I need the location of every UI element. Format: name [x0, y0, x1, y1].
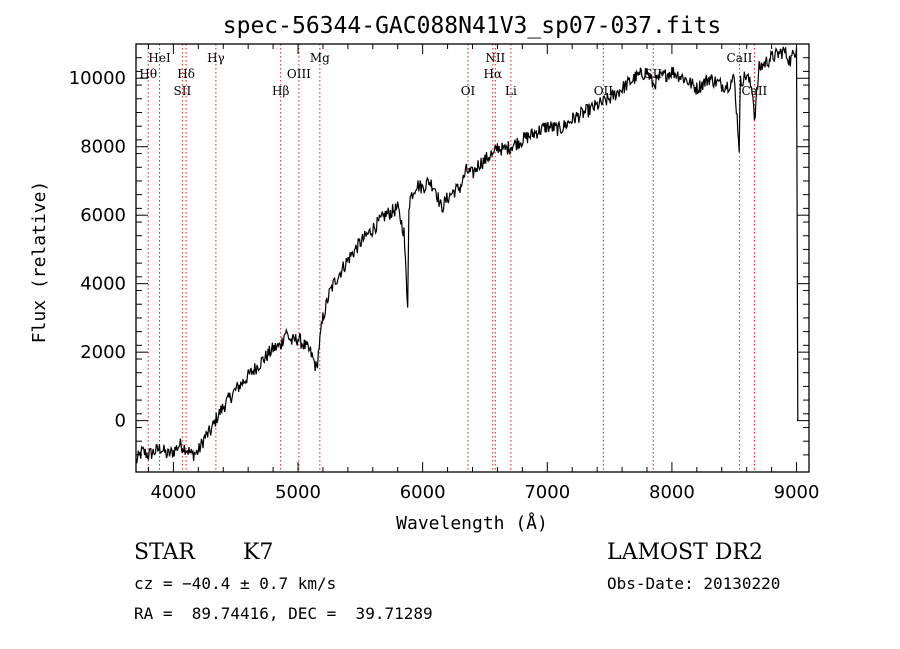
- object-class: STAR: [134, 540, 195, 565]
- spectral-line-label: Mg: [310, 51, 330, 65]
- x-tick-label: 4000: [150, 482, 196, 503]
- spectral-line-label: Hβ: [272, 84, 289, 98]
- spectrum-series-line: [135, 46, 799, 464]
- x-axis-label: Wavelength (Å): [396, 512, 548, 534]
- spectral-line-label: OI: [461, 84, 476, 98]
- y-tick-label: 4000: [80, 274, 126, 295]
- spectral-line-label: OIII: [287, 67, 311, 81]
- y-tick-label: 10000: [69, 68, 126, 89]
- y-tick-label: 2000: [80, 342, 126, 363]
- spectral-line-label: NII: [485, 51, 505, 65]
- spectral-line-label: Hδ: [177, 67, 195, 81]
- spectral-line-label: SII: [174, 84, 192, 98]
- y-tick-label: 8000: [80, 137, 126, 158]
- spectral-line-label: CaII: [741, 84, 767, 98]
- x-tick-label: 8000: [649, 482, 695, 503]
- observation-date: Obs-Date: 20130220: [607, 574, 781, 593]
- spectral-line-label: Li: [505, 84, 517, 98]
- y-axis-label: Flux (relative): [29, 181, 50, 344]
- sky-coordinates: RA = 89.74416, DEC = 39.71289: [134, 604, 433, 623]
- redshift-velocity: cz = −40.4 ± 0.7 km/s: [134, 574, 337, 593]
- spectral-line-label: Hα: [484, 67, 503, 81]
- x-tick-label: 5000: [275, 482, 321, 503]
- spectral-line-label: OII: [594, 84, 614, 98]
- x-tick-label: 7000: [524, 482, 570, 503]
- y-tick-label: 0: [115, 411, 126, 432]
- spectral-line-label: Hγ: [207, 51, 225, 65]
- survey-name: LAMOST DR2: [607, 540, 763, 565]
- spectral-line-label: CaII: [727, 51, 753, 65]
- spectral-line-label: Hθ: [139, 67, 157, 81]
- plot-frame: [135, 43, 810, 473]
- y-tick-label: 6000: [80, 205, 126, 226]
- object-subclass: K7: [243, 540, 274, 565]
- x-tick-label: 9000: [774, 482, 820, 503]
- x-tick-label: 6000: [400, 482, 446, 503]
- chart-title: spec-56344-GAC088N41V3_sp07-037.fits: [223, 13, 722, 39]
- spectral-line-label: HeI: [148, 51, 171, 65]
- axis-ticks: 4000 5000 6000 7000 8000 9000 0 2000 4000 6000 800…: [69, 44, 820, 503]
